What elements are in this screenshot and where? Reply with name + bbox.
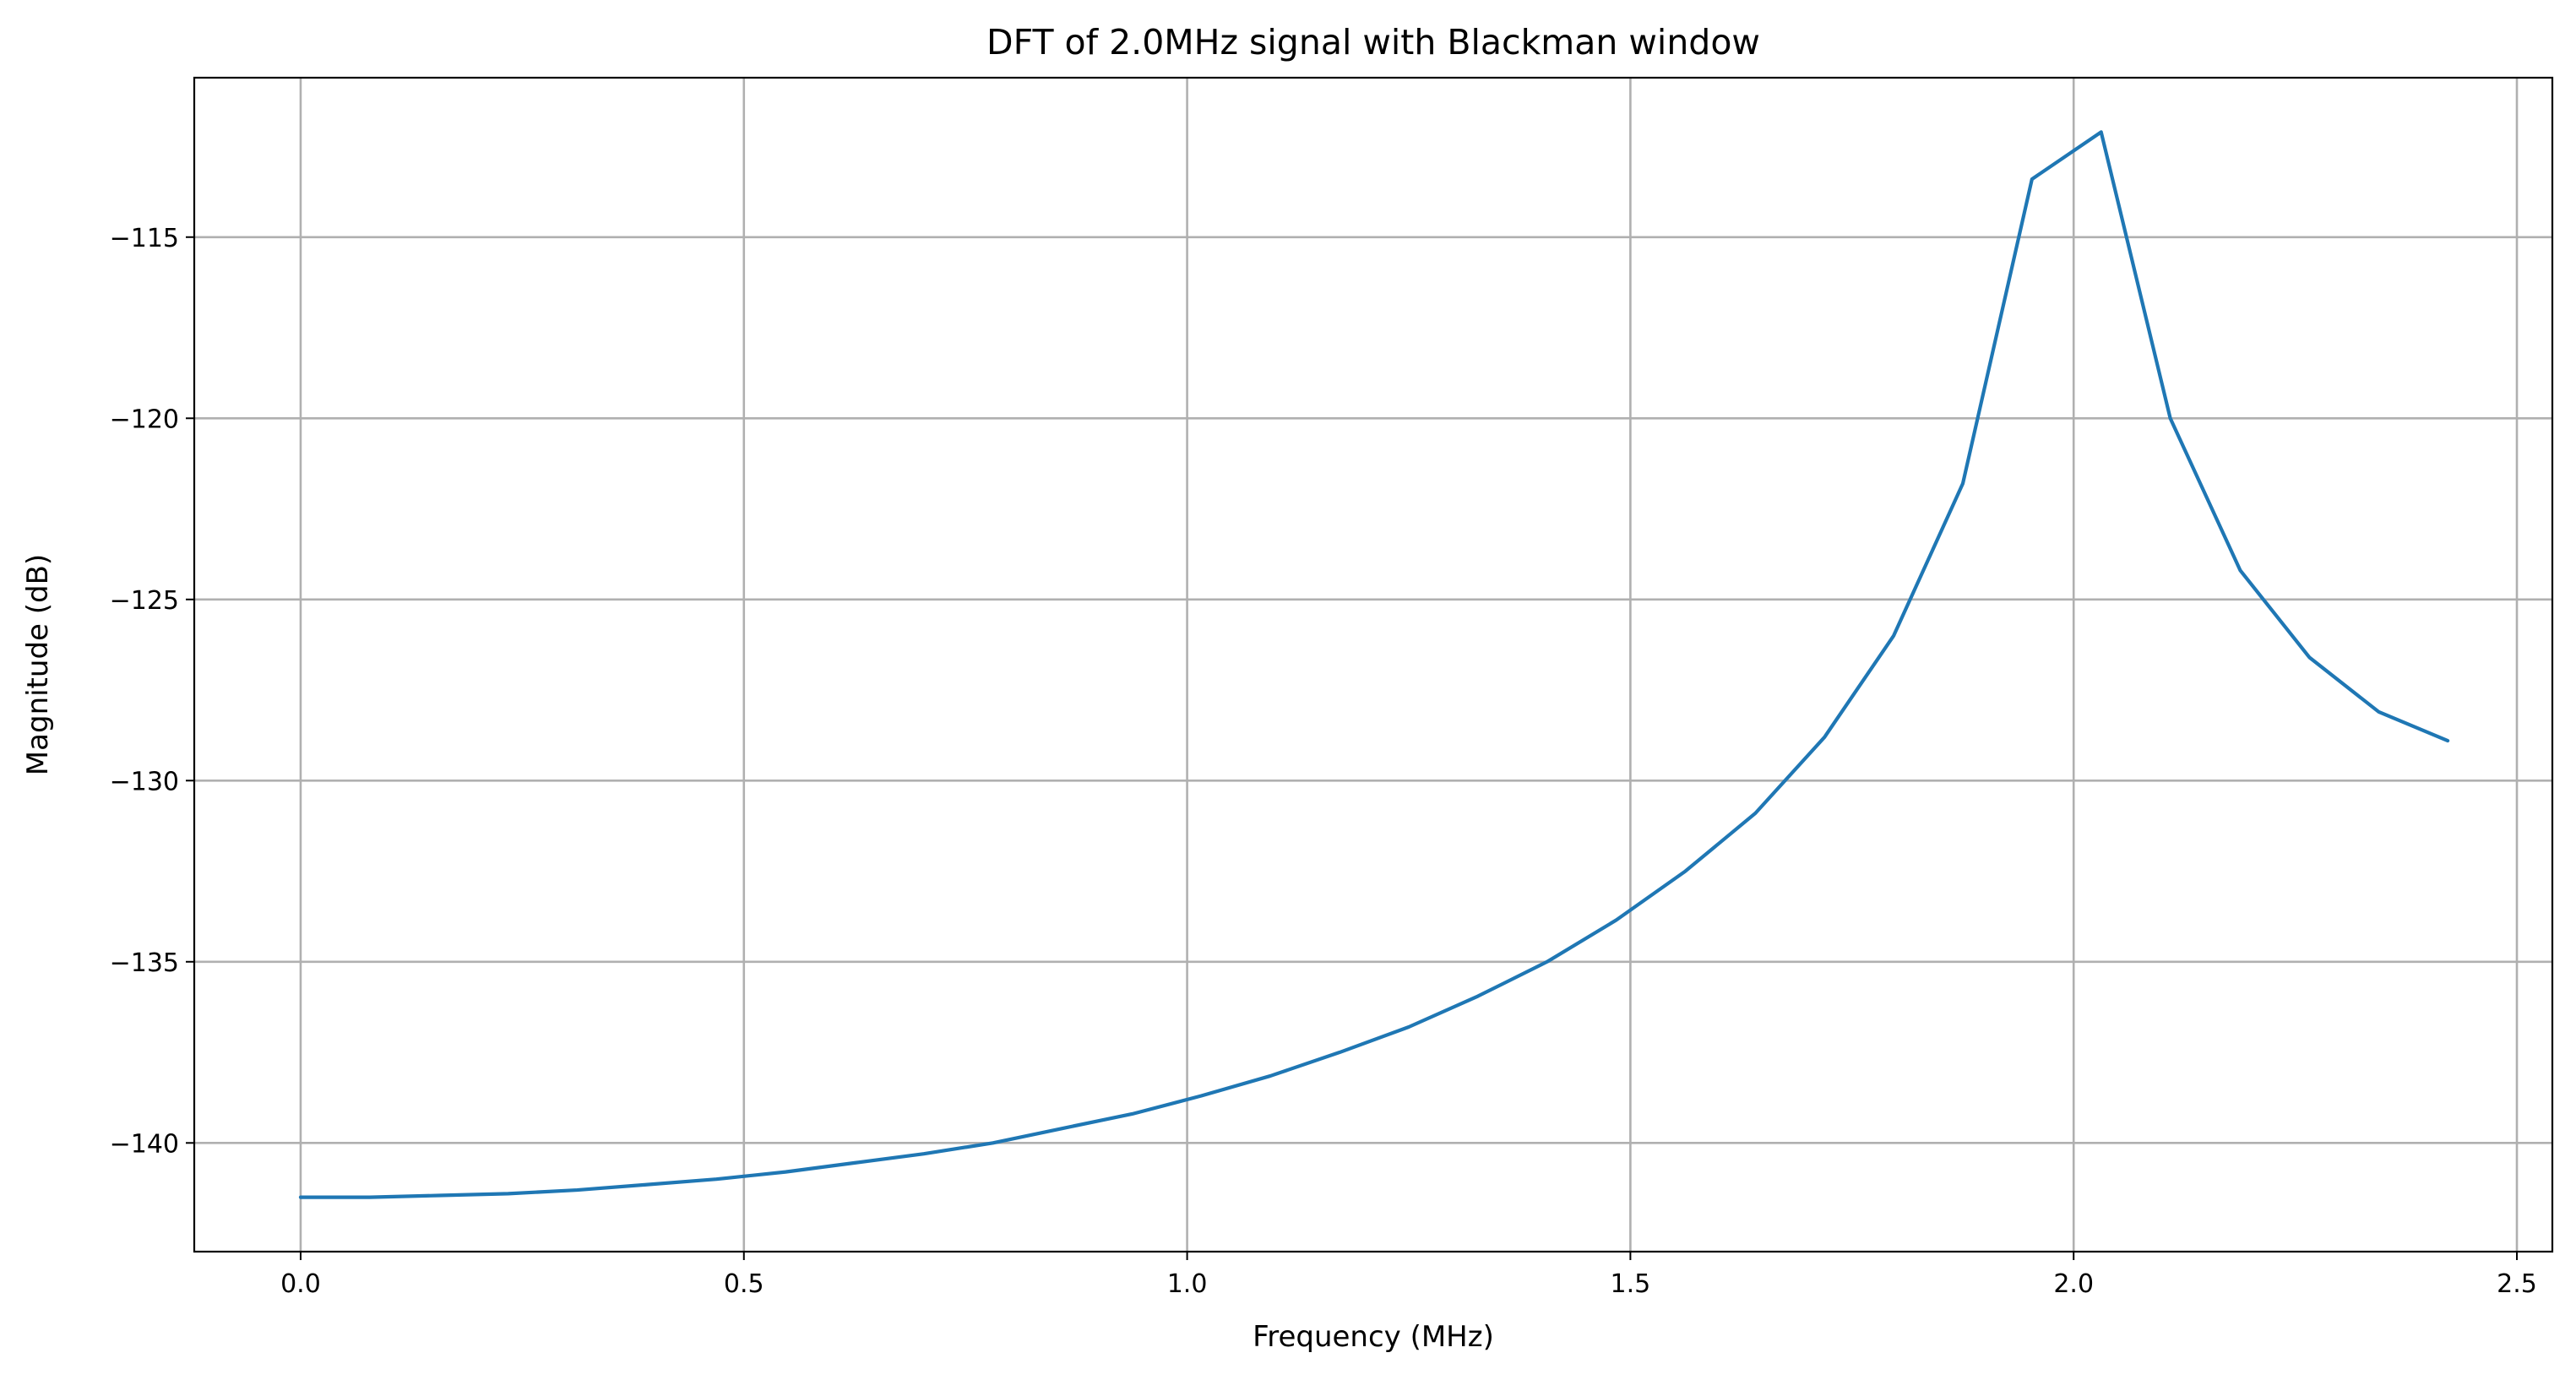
x-axis-label: Frequency (MHz) [1253,1320,1494,1354]
series-line [298,130,2450,1199]
y-tick-label: −125 [110,586,179,616]
x-tick-label: 1.5 [1611,1269,1651,1299]
grid [194,78,2552,1252]
y-axis-label: Magnitude (dB) [21,554,55,775]
chart-title: DFT of 2.0MHz signal with Blackman windo… [986,22,1760,62]
plot-frame [193,76,2554,1253]
y-tick-label: −120 [110,405,179,434]
y-tick-label: −135 [110,948,179,978]
x-tick-label: 2.5 [2497,1269,2537,1299]
x-tick-label: 0.5 [724,1269,764,1299]
x-tick-label: 2.0 [2053,1269,2094,1299]
x-tick-label: 0.0 [280,1269,321,1299]
y-tick-label: −140 [110,1129,179,1159]
y-axis-ticks: −115 −120 −125 −130 −135 −140 [110,224,194,1159]
series-layer [298,130,2450,1199]
x-tick-label: 1.0 [1167,1269,1208,1299]
y-tick-label: −115 [110,224,179,253]
x-axis-ticks: 0.0 0.5 1.0 1.5 2.0 2.5 [280,1252,2537,1299]
y-tick-label: −130 [110,767,179,796]
